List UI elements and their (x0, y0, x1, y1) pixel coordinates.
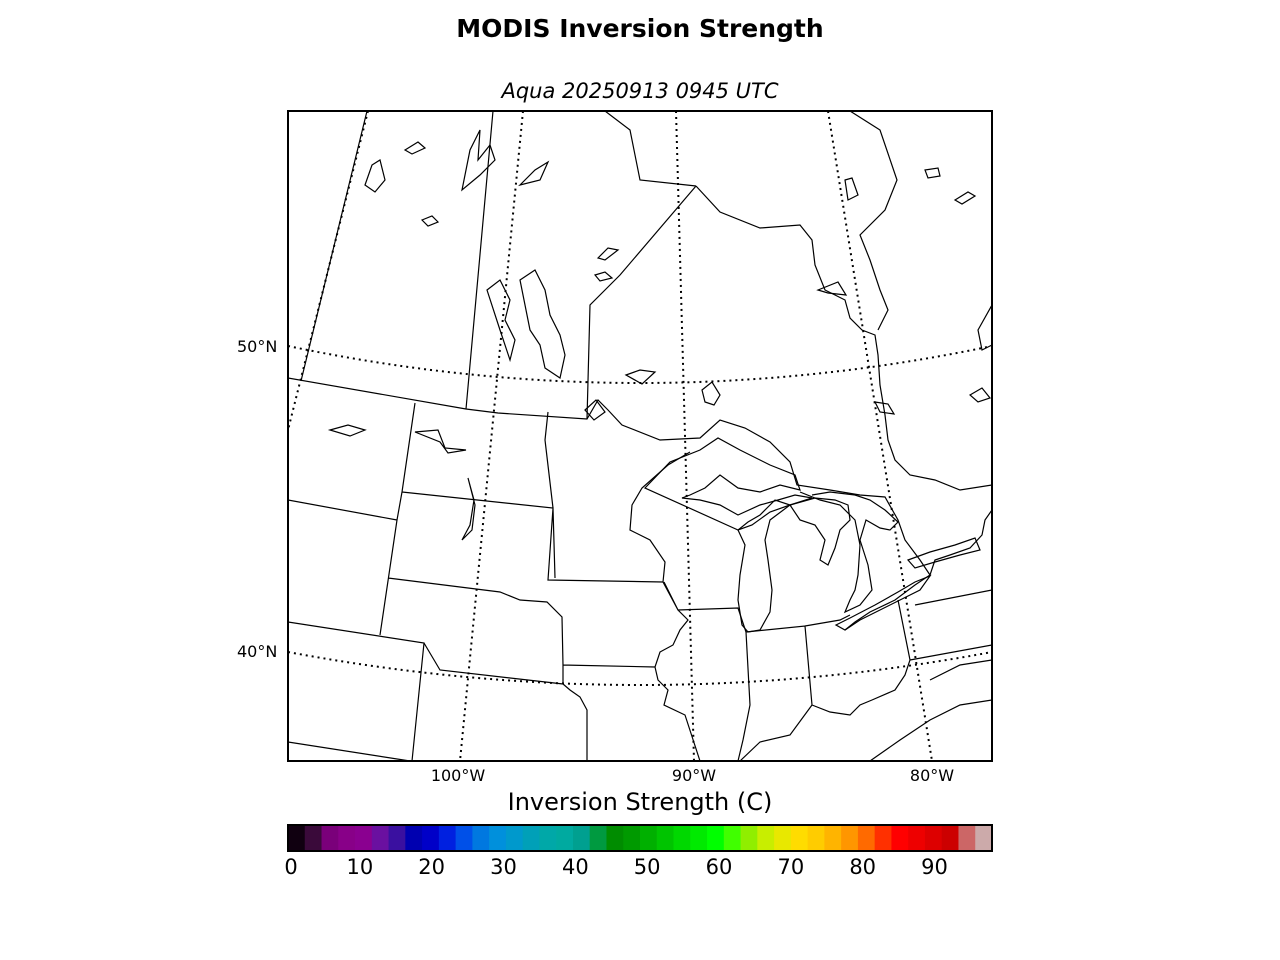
colorbar-segment (321, 825, 339, 851)
colorbar-segment (455, 825, 473, 851)
colorbar-segment (874, 825, 892, 851)
colorbar-tick-label: 20 (418, 855, 446, 879)
colorbar-segment (958, 825, 976, 851)
colorbar-segment (304, 825, 323, 851)
colorbar-segment (438, 825, 457, 851)
colorbar-tick-label: 80 (849, 855, 877, 879)
colorbar-segment (505, 825, 524, 851)
colorbar-segment (908, 825, 926, 851)
colorbar-tick-label: 40 (561, 855, 589, 879)
colorbar-segment (757, 825, 775, 851)
colorbar-segment (975, 825, 993, 851)
colorbar-segment (489, 825, 507, 851)
colorbar-segment (857, 825, 876, 851)
colorbar-segment (690, 825, 708, 851)
colorbar-segment (673, 825, 691, 851)
colorbar-segment (774, 825, 792, 851)
lake-erie (834, 574, 932, 631)
colorbar-segment (824, 825, 842, 851)
colorbar-segment (924, 825, 943, 851)
colorbar-segment (807, 825, 825, 851)
map-frame (287, 110, 993, 762)
colorbar-segment (288, 825, 306, 851)
colorbar-segment (606, 825, 624, 851)
colorbar-segment (656, 825, 675, 851)
colorbar-segment (623, 825, 641, 851)
lat-label-40: 40°N (237, 642, 278, 661)
colorbar-tick-label: 90 (921, 855, 948, 879)
colorbar-segment (707, 825, 725, 851)
lon-label-80w: 80°W (909, 766, 955, 785)
lake-ontario (906, 537, 981, 569)
colorbar-segment (589, 825, 607, 851)
st-lawrence (929, 509, 992, 576)
colorbar-tick-label: 60 (705, 855, 733, 879)
chart-subtitle: Aqua 20250913 0945 UTC (501, 79, 779, 103)
colorbar-segment (790, 825, 809, 851)
colorbar-segment (841, 825, 859, 851)
lon-label-90w: 90°W (671, 766, 717, 785)
hudson-bay-coast (695, 111, 992, 491)
canada-us-border (288, 377, 931, 631)
colorbar-segment (405, 825, 423, 851)
colorbar-tick-label: 70 (777, 855, 805, 879)
colorbar-tick-label: 10 (346, 855, 374, 879)
colorbar-frame (287, 824, 993, 852)
colorbar-segment (572, 825, 591, 851)
colorbar-segment (338, 825, 356, 851)
lake-huron (799, 491, 899, 614)
lon-label-100w: 100°W (430, 766, 486, 785)
colorbar-segment (522, 825, 540, 851)
map-background (288, 111, 992, 761)
lake-michigan (737, 499, 792, 633)
colorbar-segment (723, 825, 742, 851)
colorbar-segment (422, 825, 440, 851)
colorbar-segment (355, 825, 373, 851)
colorbar-segment (539, 825, 557, 851)
us-state-lines (288, 402, 992, 761)
colorbar-segment (472, 825, 490, 851)
colorbar-tick-label: 0 (284, 855, 298, 879)
colorbar-tick-label: 30 (490, 855, 517, 879)
small-lakes (327, 129, 992, 541)
colorbar-segment (891, 825, 909, 851)
lat-label-50: 50°N (237, 337, 278, 356)
colorbar-segment (640, 825, 658, 851)
michigan-shoreline (789, 497, 851, 566)
lake-winnipeg (486, 269, 566, 379)
colorbar-segment (371, 825, 390, 851)
colorbar-segment (388, 825, 406, 851)
colorbar-segment (941, 825, 959, 851)
colorbar (288, 825, 993, 851)
colorbar-segment (740, 825, 758, 851)
colorbar-tick-label: 50 (633, 855, 661, 879)
colorbar-title: Inversion Strength (C) (507, 788, 773, 816)
chart-title: MODIS Inversion Strength (456, 14, 824, 43)
colorbar-segment (556, 825, 574, 851)
province-lines (300, 111, 697, 420)
